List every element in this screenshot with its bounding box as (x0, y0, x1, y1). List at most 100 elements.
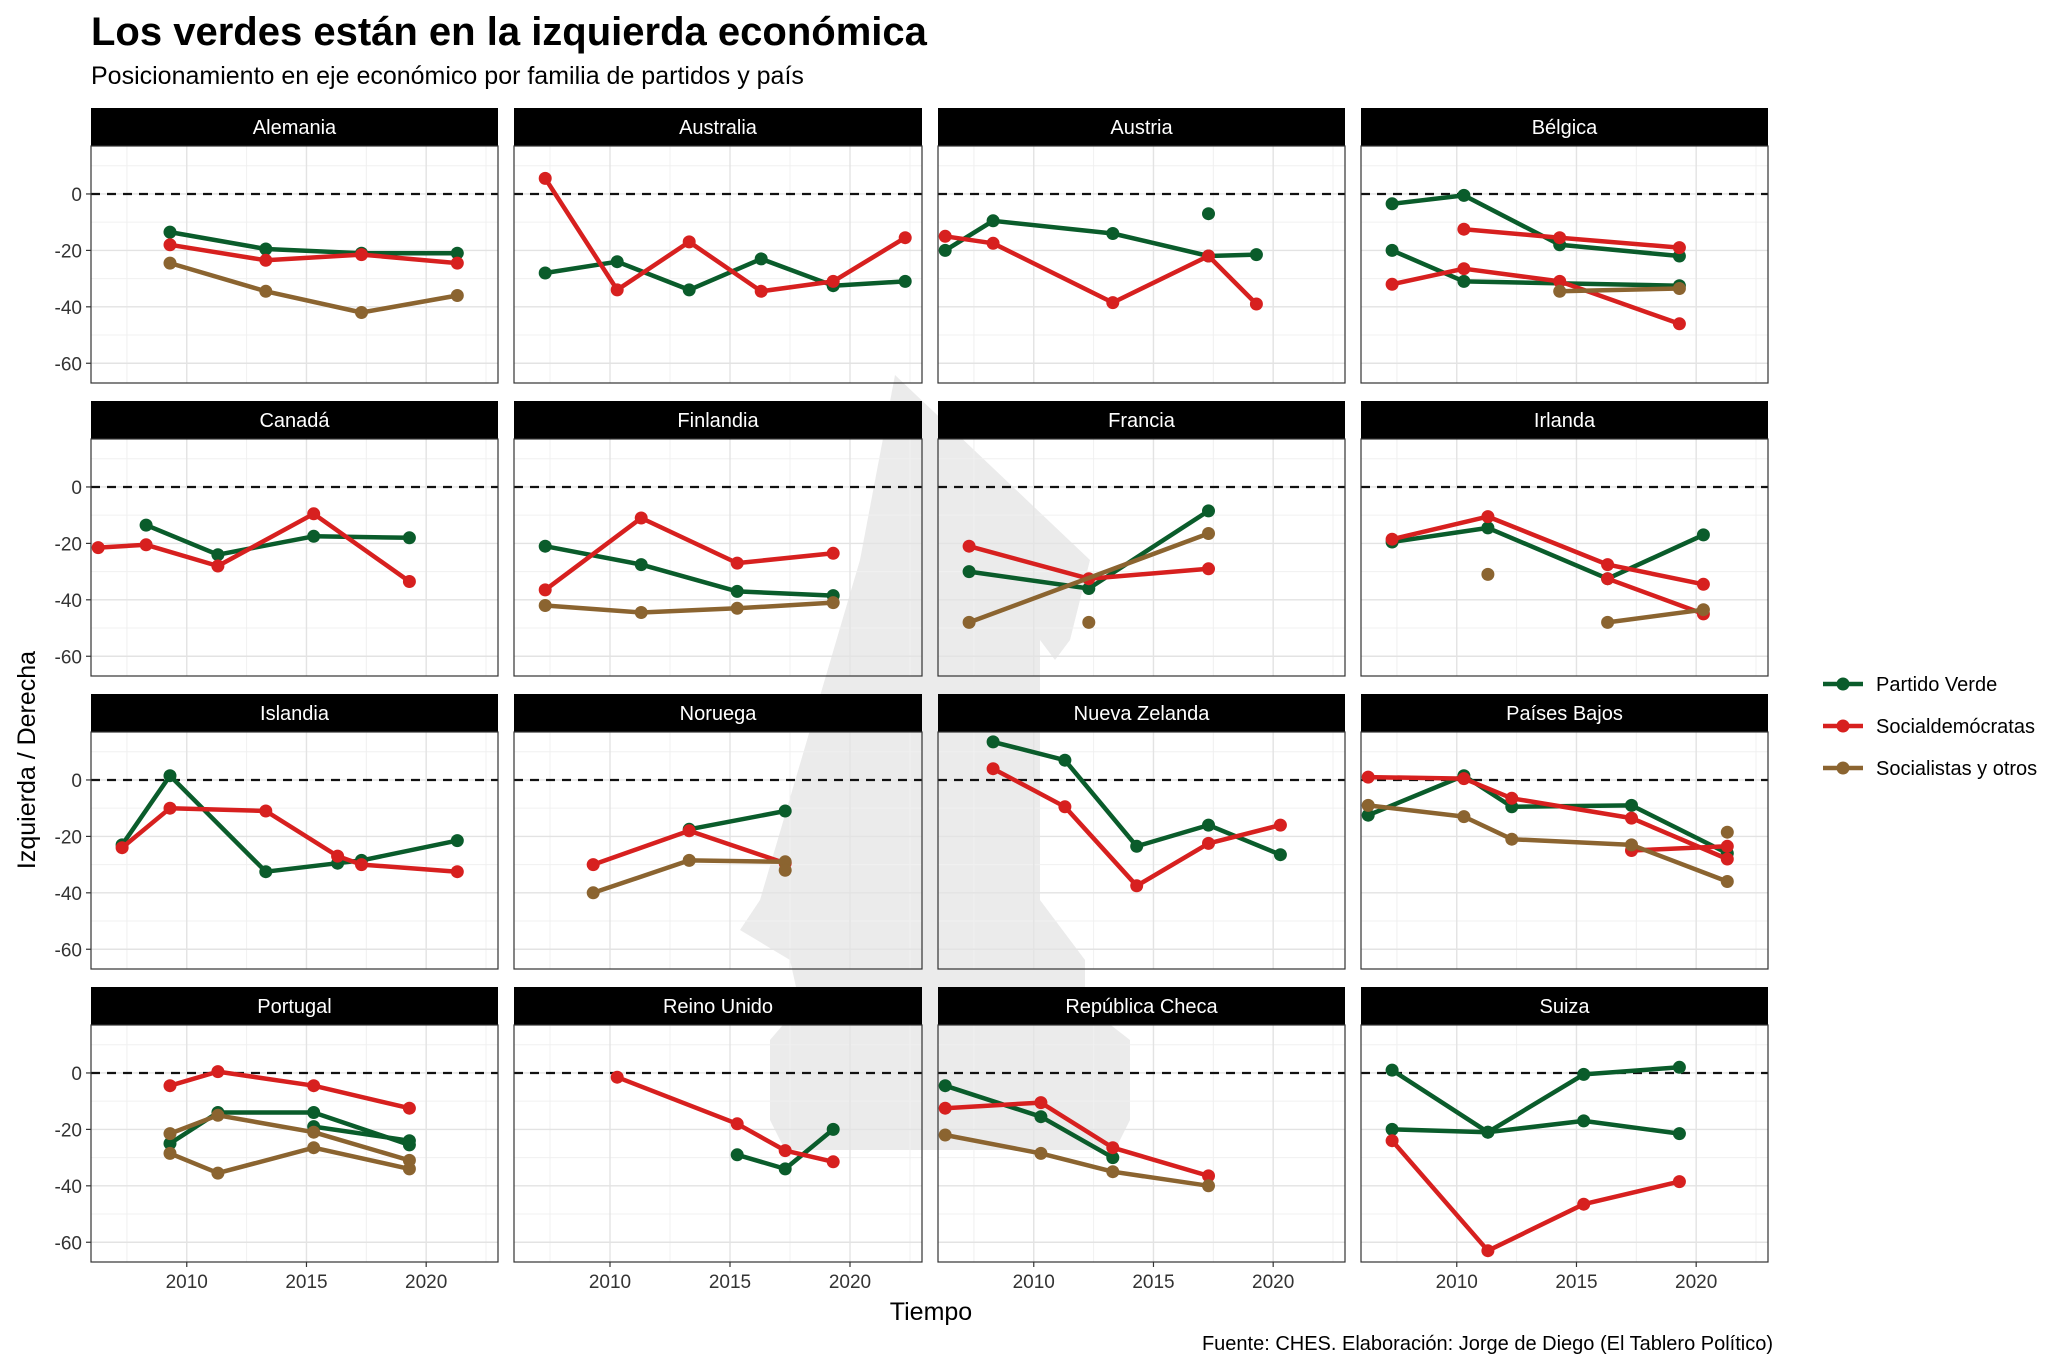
data-point (211, 1108, 225, 1122)
data-point (682, 283, 696, 297)
chart-caption: Fuente: CHES. Elaboración: Jorge de Dieg… (1201, 1333, 1773, 1355)
data-point (307, 507, 321, 521)
data-point (898, 274, 912, 288)
data-point (1505, 832, 1519, 846)
series-line (1389, 266, 1682, 327)
data-point (1672, 1175, 1686, 1189)
series-line (119, 773, 460, 874)
data-point (1385, 1122, 1399, 1136)
data-point (1601, 558, 1615, 572)
data-point (1202, 1179, 1215, 1193)
series-line (1557, 286, 1682, 294)
series-line (1389, 1065, 1682, 1135)
y-tick-label: -40 (55, 884, 82, 905)
panel-border (513, 438, 923, 677)
legend-label: Socialdemócratas (1876, 716, 2035, 738)
facet-label: Austria (1110, 117, 1173, 139)
data-point (1457, 262, 1471, 276)
data-point (450, 289, 464, 302)
data-point (1202, 818, 1215, 832)
data-point (1720, 839, 1734, 853)
facet-label: Reino Unido (663, 996, 773, 1018)
data-point (163, 256, 177, 270)
data-point (962, 615, 976, 629)
x-tick-label: 2020 (829, 1272, 871, 1293)
data-point (1106, 1141, 1120, 1155)
data-point (355, 858, 368, 872)
data-point (986, 735, 1000, 749)
y-tick-label: 0 (71, 771, 82, 792)
x-tick-label: 2015 (1555, 1272, 1597, 1293)
data-point (1457, 772, 1471, 786)
data-point (402, 1162, 416, 1176)
x-tick-label: 2020 (1252, 1272, 1294, 1293)
data-point (1202, 207, 1215, 221)
y-tick-label: -60 (55, 354, 82, 375)
series-line (167, 1145, 412, 1176)
data-point (826, 1122, 840, 1136)
series-line (167, 1110, 412, 1148)
series-line (311, 1124, 412, 1143)
data-point (634, 558, 648, 572)
data-point (610, 255, 624, 269)
x-axis-title: Tiempo (890, 1298, 972, 1326)
panel-border (90, 145, 499, 384)
panel-border (90, 1024, 499, 1263)
panel-border (1360, 1024, 1769, 1263)
panel-border (937, 1024, 1346, 1263)
facet-panel: Países Bajos (1360, 694, 1769, 970)
data-point (1457, 274, 1471, 288)
data-point (1625, 798, 1638, 812)
data-point (163, 1146, 177, 1160)
facet-strip (1361, 108, 1768, 146)
data-point (538, 266, 552, 280)
data-point (402, 1134, 416, 1148)
series-line (143, 522, 412, 557)
data-point (826, 596, 840, 610)
x-tick-label: 2015 (285, 1272, 327, 1293)
chart-title: Los verdes están en la izquierda económi… (91, 10, 927, 54)
facet-label: Canadá (259, 410, 330, 432)
series-line (167, 260, 460, 315)
data-point (730, 556, 744, 570)
data-point (1696, 603, 1710, 617)
data-point (1457, 810, 1471, 824)
data-point (778, 1162, 792, 1176)
data-point (259, 804, 273, 818)
facet-strip (514, 108, 922, 146)
facet-strip (1361, 987, 1768, 1025)
data-point (778, 863, 792, 877)
data-point (1202, 527, 1215, 540)
series-line (1389, 193, 1682, 259)
data-point (1202, 504, 1215, 518)
data-point (826, 1155, 840, 1169)
data-point (1625, 838, 1638, 852)
x-tick-label: 2015 (709, 1272, 751, 1293)
series-line (1389, 514, 1706, 587)
data-point (402, 575, 416, 588)
data-point (1672, 241, 1686, 255)
data-point (1481, 567, 1495, 581)
facet-label: Irlanda (1534, 410, 1596, 432)
data-point (1481, 521, 1495, 535)
facet-strip (91, 694, 498, 732)
series-line (966, 531, 1211, 625)
facet-strip (938, 401, 1345, 439)
data-point (1106, 296, 1120, 310)
data-point (163, 1137, 177, 1150)
y-tick-label: -20 (55, 1120, 82, 1141)
data-point (938, 243, 952, 257)
y-tick-label: -20 (55, 827, 82, 848)
data-point (259, 284, 273, 298)
data-point (1577, 1114, 1591, 1128)
facet-panel: Alemania 0 -20 -40 -60 (55, 108, 499, 384)
data-point (586, 858, 600, 872)
series-line (1389, 1138, 1682, 1253)
panel-border (937, 438, 1346, 677)
panel-border (1360, 731, 1769, 970)
facet-label: Suiza (1539, 996, 1590, 1018)
data-point (355, 306, 368, 319)
data-point (682, 824, 696, 838)
panel-border (90, 731, 499, 970)
